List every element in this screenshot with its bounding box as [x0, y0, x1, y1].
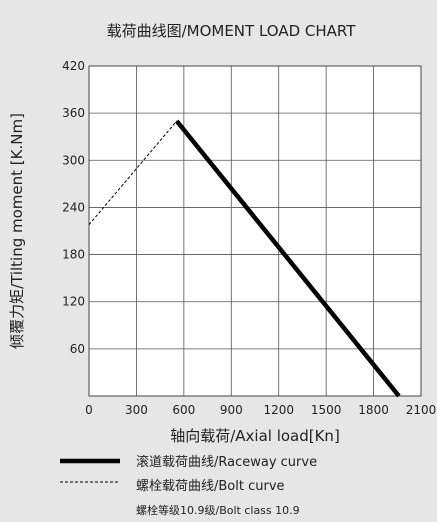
chart-title: 载荷曲线图/MOMENT LOAD CHART [107, 22, 357, 40]
legend: 滚道载荷曲线/Raceway curve 螺栓载荷曲线/Bolt curve 螺… [60, 454, 317, 517]
x-tick-label: 900 [220, 403, 243, 417]
y-axis-label: 倾覆力矩/Tilting moment [K.Nm] [8, 113, 26, 349]
legend-label-bolt: 螺栓载荷曲线/Bolt curve [136, 479, 285, 494]
x-tick-label: 1800 [358, 403, 389, 417]
y-tick-label: 180 [62, 248, 85, 262]
bolt-class-note: 螺栓等级10.9级/Bolt class 10.9 [136, 503, 300, 517]
legend-label-raceway: 滚道载荷曲线/Raceway curve [136, 454, 317, 470]
y-tick-label: 360 [62, 106, 85, 120]
y-tick-label: 240 [62, 200, 85, 214]
plot-frame [88, 65, 422, 397]
x-tick-labels: 0 300 600 900 1200 1500 1800 2100 [85, 403, 436, 417]
raceway-curve [174, 119, 401, 398]
bolt-curve [88, 120, 178, 226]
x-tick-label: 600 [172, 403, 195, 417]
x-tick-label: 300 [125, 403, 148, 417]
grid-lines [89, 66, 421, 396]
y-tick-labels: 60 120 180 240 300 360 420 [62, 59, 85, 356]
x-tick-label: 1500 [311, 403, 342, 417]
y-tick-label: 420 [62, 59, 85, 73]
plot-area [89, 66, 421, 396]
y-tick-label: 60 [70, 342, 85, 356]
y-tick-label: 120 [62, 295, 85, 309]
x-axis-label: 轴向载荷/Axial load[Kn] [170, 427, 340, 445]
x-tick-label: 0 [85, 403, 93, 417]
y-tick-label: 300 [62, 153, 85, 167]
x-tick-label: 2100 [406, 403, 437, 417]
x-tick-label: 1200 [263, 403, 294, 417]
series-layer [88, 119, 401, 398]
